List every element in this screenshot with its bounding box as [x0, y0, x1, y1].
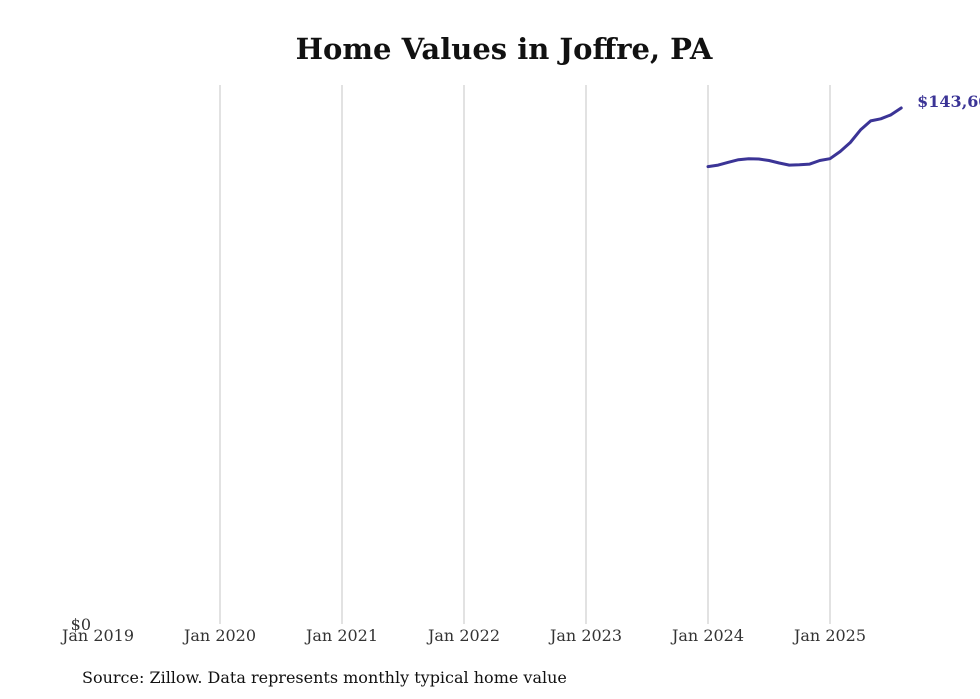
- source-note: Source: Zillow. Data represents monthly …: [82, 668, 567, 687]
- chart-title: Home Values in Joffre, PA: [296, 32, 713, 66]
- x-tick-label: Jan 2020: [182, 626, 256, 645]
- x-tick-label: Jan 2022: [426, 626, 500, 645]
- x-tick-label: Jan 2024: [670, 626, 744, 645]
- gridlines: [219, 85, 831, 624]
- series-line: [706, 106, 903, 169]
- x-tick-label: Jan 2025: [792, 626, 866, 645]
- y-tick-label: $0: [71, 615, 91, 634]
- x-tick-label: Jan 2021: [304, 626, 378, 645]
- x-axis-ticks: Jan 2019 Jan 2020 Jan 2021 Jan 2022 Jan 2023…: [60, 626, 866, 645]
- end-value-label: $143,600: [917, 92, 980, 111]
- x-tick-label: Jan 2019: [60, 626, 134, 645]
- x-tick-label: Jan 2023: [548, 626, 622, 645]
